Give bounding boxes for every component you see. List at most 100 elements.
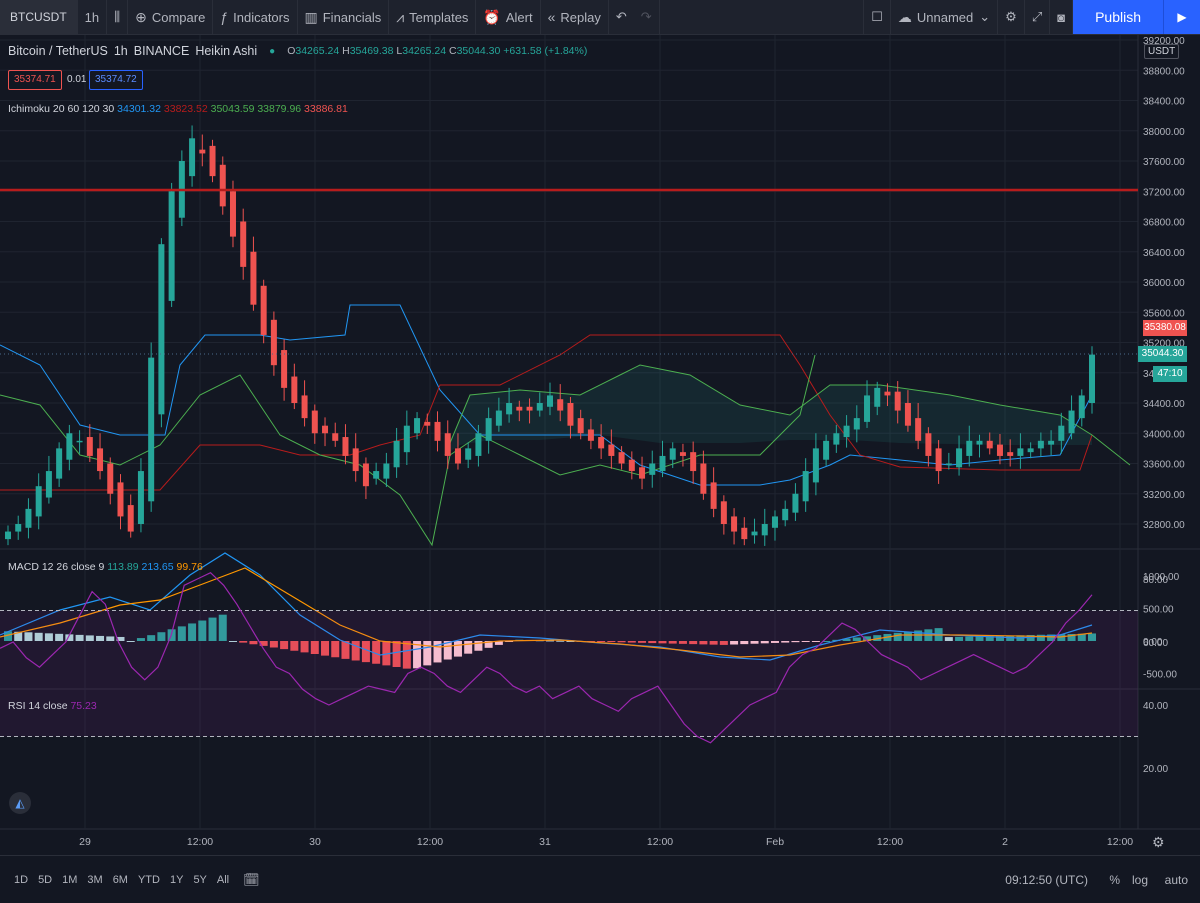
macd-hist-bar xyxy=(791,641,800,643)
candle-body xyxy=(148,357,155,502)
time-axis-label: 31 xyxy=(539,836,551,848)
settings-button[interactable]: ⚙ xyxy=(998,0,1025,34)
price-axis-label: 38400.00 xyxy=(1143,97,1185,108)
range-button-all[interactable]: All xyxy=(216,873,230,886)
undo-button[interactable]: ↶ xyxy=(609,0,634,34)
alert-button[interactable]: ⏰ Alert xyxy=(476,0,541,34)
candle-body xyxy=(710,482,717,509)
fullscreen-button[interactable]: ⤢ xyxy=(1025,0,1051,34)
candle-body xyxy=(628,459,635,472)
candle-body xyxy=(86,437,93,456)
time-axis[interactable]: 29 12:00 30 12:00 31 12:00 Feb 12:00 2 12:00 xyxy=(0,830,1138,854)
candle-body xyxy=(516,406,523,411)
candle-body xyxy=(137,471,144,524)
ichimoku-base-value: 33823.52 xyxy=(163,103,208,115)
horizontal-lines[interactable] xyxy=(0,188,1138,355)
macd-hist-bar xyxy=(300,641,309,653)
macd-hist-bar xyxy=(781,641,790,643)
candle-body xyxy=(587,429,594,441)
candle-body xyxy=(25,508,32,528)
high-value: 35469.38 xyxy=(349,45,394,57)
macd-hist-bar xyxy=(750,641,759,644)
rsi-line xyxy=(0,571,1093,744)
ichimoku-cloud xyxy=(445,365,1092,455)
macd-hist-bar xyxy=(484,641,493,648)
layout-name-button[interactable]: ☁ Unnamed ⌄ xyxy=(891,0,999,34)
candle-body xyxy=(35,486,42,517)
range-button-1d[interactable]: 1D xyxy=(14,873,29,886)
financials-button[interactable]: ▥ Financials xyxy=(298,0,390,34)
chart-canvas[interactable]: 39200.00 38800.00 38400.00 38000.00 37600.00… xyxy=(0,35,1200,855)
buy-button[interactable]: 35374.72 xyxy=(89,70,143,90)
candle-body xyxy=(547,395,553,407)
play-icon: ▶ xyxy=(1177,10,1187,24)
log-scale-toggle[interactable]: log xyxy=(1131,872,1148,887)
price-axis-label: 34400.00 xyxy=(1143,399,1185,410)
goto-date-calendar-icon[interactable]: 🗓 xyxy=(243,871,260,887)
macd-hist-bar xyxy=(770,641,779,643)
snapshot-button[interactable]: ◙ xyxy=(1050,0,1074,34)
macd-hist-bar xyxy=(658,641,667,644)
bar-chart-icon: ▥ xyxy=(304,8,318,25)
macd-hist-bar xyxy=(944,637,953,641)
range-button-ytd[interactable]: YTD xyxy=(137,873,160,886)
candle-body xyxy=(536,403,543,411)
cloud-fill xyxy=(445,365,1092,455)
candle-body xyxy=(352,448,359,472)
redo-button[interactable]: ↷ xyxy=(634,0,660,34)
macd-hist-bar xyxy=(648,641,657,644)
range-button-5y[interactable]: 5Y xyxy=(193,873,207,886)
publish-video-button[interactable]: ▶ xyxy=(1163,0,1200,34)
range-button-1y[interactable]: 1Y xyxy=(169,873,184,886)
macd-hist-bar xyxy=(423,641,432,666)
compare-button[interactable]: ⊕ Compare xyxy=(128,0,214,34)
indicators-button[interactable]: ƒ Indicators xyxy=(213,0,298,34)
macd-hist-bar xyxy=(678,641,687,644)
rsi-legend[interactable]: RSI 14 close 75.23 xyxy=(8,700,97,712)
chart-type-button[interactable]: ⫼ xyxy=(107,0,129,34)
macd-hist-bar xyxy=(218,614,227,641)
utc-clock[interactable]: 09:12:50 (UTC) xyxy=(1005,872,1088,887)
percent-scale-toggle[interactable]: % xyxy=(1109,872,1120,887)
sell-button[interactable]: 35374.71 xyxy=(8,70,62,90)
macd-hist-bar xyxy=(842,638,851,641)
candle-body xyxy=(802,471,809,502)
candle-body xyxy=(935,448,942,472)
templates-button[interactable]: ⩘ Templates xyxy=(389,0,477,34)
macd-legend[interactable]: MACD 12 26 close 9 113.89 213.65 99.76 xyxy=(8,561,203,573)
candle-body xyxy=(475,433,482,456)
low-value: 34265.24 xyxy=(402,45,447,57)
interval-button[interactable]: 1h xyxy=(78,0,108,34)
publish-button[interactable]: Publish xyxy=(1073,0,1163,34)
replay-button[interactable]: «Replay xyxy=(541,0,609,34)
currency-label[interactable]: USDT xyxy=(1144,44,1180,59)
rsi-axis-label: 20.00 xyxy=(1143,764,1168,775)
pair-name[interactable]: Bitcoin / TetherUS xyxy=(8,44,108,58)
bottom-toolbar: 1D 5D 1M 3M 6M YTD 1Y 5Y All 🗓 09:12:50 (UTC) % … xyxy=(0,855,1200,903)
macd-hist-bar xyxy=(453,641,462,657)
range-button-1m[interactable]: 1M xyxy=(62,873,78,886)
range-button-6m[interactable]: 6M xyxy=(112,873,128,886)
macd-hist-bar xyxy=(34,632,43,641)
candle-body xyxy=(281,350,288,388)
chart-settings-gear-icon[interactable]: ⚙ xyxy=(1152,834,1165,850)
auto-scale-toggle[interactable]: auto xyxy=(1164,872,1188,887)
date-ranges: 1D 5D 1M 3M 6M YTD 1Y 5Y All xyxy=(4,874,229,886)
macd-hist-bar xyxy=(668,641,677,644)
expand-icon: ⤢ xyxy=(1031,9,1043,24)
macd-hist-bar xyxy=(177,626,186,641)
macd-hist-bar xyxy=(546,640,554,642)
macd-hist-bar xyxy=(607,641,616,643)
open-label: O xyxy=(287,45,296,57)
ichimoku-legend[interactable]: Ichimoku 20 60 120 30 34301.32 33823.52 … xyxy=(8,103,348,115)
symbol-search-button[interactable]: BTCUSDT xyxy=(0,0,78,34)
fullscreen-layout-button[interactable]: ☐ xyxy=(863,0,891,34)
range-button-3m[interactable]: 3M xyxy=(87,873,103,886)
candle-body xyxy=(332,433,339,441)
ichimoku-kijun-line xyxy=(0,334,1093,491)
tradingview-logo-icon[interactable]: ◭ xyxy=(9,792,31,814)
time-axis-label: Feb xyxy=(765,836,785,848)
range-button-5d[interactable]: 5D xyxy=(38,873,53,886)
candle-body xyxy=(874,387,881,407)
candle-body xyxy=(577,418,584,434)
